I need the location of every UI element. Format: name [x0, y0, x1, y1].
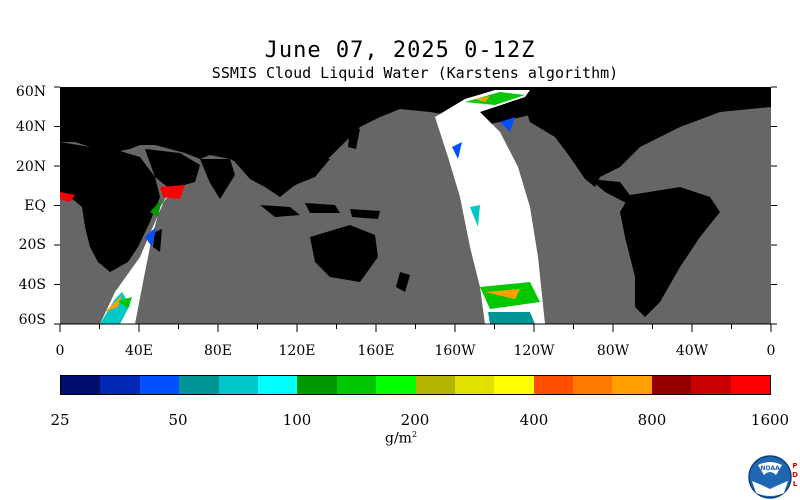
lon-label: 0	[55, 343, 65, 359]
colorbar-label: 800	[637, 411, 667, 429]
lon-label: 80E	[203, 343, 233, 359]
colorbar-segment	[573, 376, 613, 394]
colorbar-segment	[61, 376, 101, 394]
colorbar-label: 50	[168, 411, 188, 429]
lon-label: 40W	[675, 343, 709, 359]
land-india	[200, 159, 235, 199]
colorbar-segment	[454, 376, 495, 394]
map-canvas	[60, 87, 771, 324]
swath-pacific	[435, 90, 545, 324]
colorbar-segment	[415, 376, 455, 394]
colorbar-segment	[533, 376, 574, 394]
lat-label: 60N	[15, 84, 46, 100]
lat-label: 40N	[15, 119, 46, 135]
map-subtitle: SSMIS Cloud Liquid Water (Karstens algor…	[211, 64, 619, 82]
lon-label: 120E	[278, 343, 316, 359]
lon-label: 160W	[434, 343, 476, 359]
land-japan	[348, 127, 360, 149]
land-north-america	[525, 87, 771, 187]
noaa-logo: NOAA	[748, 455, 792, 499]
lat-label: 60S	[18, 312, 46, 328]
colorbar-label: 1600	[750, 411, 790, 429]
land-nz	[396, 272, 410, 292]
colorbar-segment	[100, 376, 140, 394]
lon-label: 160E	[357, 343, 395, 359]
lat-label: 20N	[15, 159, 46, 175]
colorbar-segment	[691, 376, 731, 394]
colorbar-segment	[730, 376, 771, 394]
colorbar-segment	[376, 376, 416, 394]
lon-label: 120W	[513, 343, 555, 359]
colorbar-segment	[257, 376, 298, 394]
swath-indian-ocean	[60, 185, 185, 324]
colorbar	[60, 375, 771, 395]
colorbar-segment	[336, 376, 377, 394]
colorbar-label: 100	[282, 411, 312, 429]
land-africa	[60, 142, 160, 272]
lat-label: EQ	[24, 198, 46, 214]
land-arabia	[145, 149, 200, 189]
cloud-liquid-water-map	[60, 87, 771, 324]
colorbar-segment	[179, 376, 219, 394]
land-seasia	[235, 149, 330, 197]
land-indonesia	[260, 203, 380, 219]
colorbar-segment	[139, 376, 180, 394]
svg-text:NOAA: NOAA	[760, 465, 780, 472]
land-south-america	[620, 187, 720, 317]
lon-label: 40E	[124, 343, 154, 359]
map-title: June 07, 2025 0-12Z	[264, 38, 536, 63]
colorbar-label: 25	[50, 411, 70, 429]
colorbar-label: 400	[519, 411, 549, 429]
land-masses	[60, 87, 771, 317]
land-eurasia	[60, 87, 771, 192]
tick-marks	[54, 86, 777, 332]
lon-label: 80W	[596, 343, 630, 359]
colorbar-segment	[612, 376, 652, 394]
colorbar-segment	[297, 376, 337, 394]
colorbar-segment	[651, 376, 692, 394]
axis-ticks	[54, 86, 777, 332]
land-central-america	[590, 179, 635, 205]
lon-label: 0	[766, 343, 776, 359]
colorbar-label: 200	[400, 411, 430, 429]
pdl-label: P D L	[792, 462, 798, 488]
land-madagascar	[153, 229, 162, 252]
units-label: g/m2	[385, 430, 418, 447]
lat-label: 40S	[18, 277, 46, 293]
colorbar-segment	[494, 376, 534, 394]
colorbar-segment	[218, 376, 258, 394]
lat-label: 20S	[18, 237, 46, 253]
land-australia	[310, 225, 378, 282]
